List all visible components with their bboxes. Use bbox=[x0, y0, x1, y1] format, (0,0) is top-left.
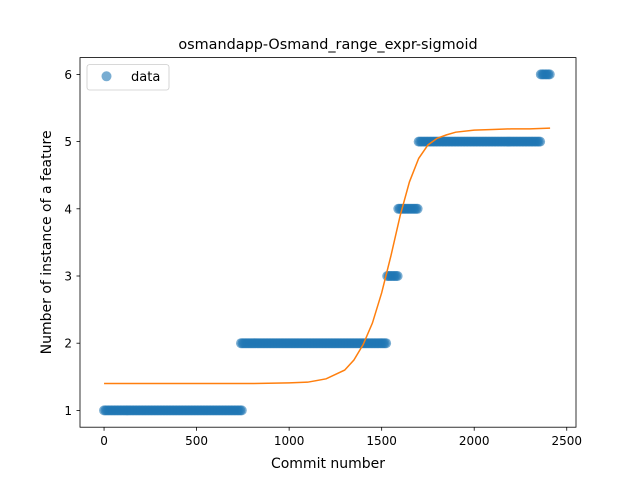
y-axis-label: Number of instance of a feature bbox=[39, 130, 55, 354]
y-tick-label: 1 bbox=[64, 404, 72, 418]
x-tick-label: 0 bbox=[100, 434, 108, 448]
x-tick-label: 2500 bbox=[551, 434, 582, 448]
data-point bbox=[381, 338, 392, 349]
y-tick-label: 3 bbox=[64, 270, 72, 284]
chart-title: osmandapp-Osmand_range_expr-sigmoid bbox=[178, 37, 477, 53]
data-point bbox=[544, 69, 555, 80]
fit-line bbox=[104, 127, 551, 385]
legend-label-data: data bbox=[131, 70, 160, 85]
legend-marker-data bbox=[101, 71, 112, 82]
x-tick-label: 500 bbox=[185, 434, 208, 448]
x-tick-label: 1500 bbox=[366, 434, 397, 448]
data-series bbox=[99, 69, 555, 416]
data-point bbox=[392, 271, 403, 281]
data-point bbox=[412, 203, 423, 214]
legend: data bbox=[86, 64, 170, 91]
x-tick-label: 2000 bbox=[459, 434, 490, 448]
y-tick-label: 5 bbox=[64, 135, 72, 149]
y-tick-label: 6 bbox=[64, 68, 72, 82]
data-point bbox=[535, 136, 546, 147]
x-axis: 0 500 1000 1500 2000 2500 bbox=[100, 427, 582, 448]
legend-box bbox=[86, 64, 170, 91]
x-tick-label: 1000 bbox=[274, 434, 305, 448]
x-axis-label: Commit number bbox=[271, 456, 385, 472]
y-tick-label: 2 bbox=[64, 337, 72, 351]
y-tick-label: 4 bbox=[64, 202, 72, 216]
data-point bbox=[236, 405, 247, 416]
fit-series bbox=[104, 127, 551, 385]
plot-frame bbox=[79, 57, 577, 428]
y-axis: 1 2 3 4 5 6 bbox=[64, 68, 80, 418]
